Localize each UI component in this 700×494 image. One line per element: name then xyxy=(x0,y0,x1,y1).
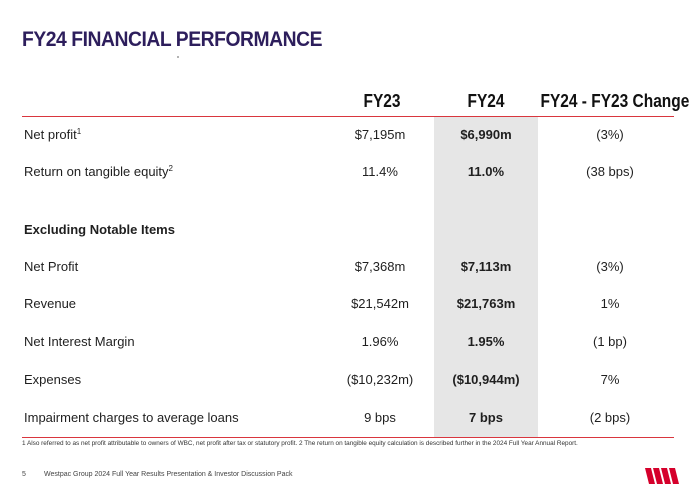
value-fy23: $7,195m xyxy=(354,127,406,142)
value-fy23: 9 bps xyxy=(364,410,396,425)
value-fy24: 1.95% xyxy=(467,334,505,349)
section-title: Excluding Notable Items xyxy=(24,222,175,237)
value-change: (3%) xyxy=(596,127,624,142)
value-change: 1% xyxy=(600,296,620,311)
row-label: Expenses xyxy=(24,372,82,387)
value-fy23: $7,368m xyxy=(354,259,406,274)
table-row-net-profit: Net profit1 $7,195m $6,990m (3%) xyxy=(0,124,700,146)
table-row-revenue: Revenue $21,542m $21,763m 1% xyxy=(0,293,700,315)
value-change: (38 bps) xyxy=(586,164,634,179)
table-row-net-profit-ex-notable: Net Profit $7,368m $7,113m (3%) xyxy=(0,256,700,278)
value-change: (1 bp) xyxy=(593,334,627,349)
table-row-expenses: Expenses ($10,232m) ($10,944m) 7% xyxy=(0,369,700,391)
value-fy24: $21,763m xyxy=(456,296,516,311)
column-header-fy24: FY24 xyxy=(467,91,505,111)
value-fy24: ($10,944m) xyxy=(452,372,520,387)
row-label: Net Interest Margin xyxy=(24,334,135,349)
table-bottom-rule xyxy=(22,437,674,438)
row-label: Net profit1 xyxy=(24,127,82,142)
value-fy23: ($10,232m) xyxy=(346,372,414,387)
column-header-fy23: FY23 xyxy=(363,91,401,111)
row-label: Net Profit xyxy=(24,259,79,274)
page-title: FY24 FINANCIAL PERFORMANCE xyxy=(22,28,323,51)
value-fy23: 11.4% xyxy=(362,164,398,179)
value-fy24: $7,113m xyxy=(460,259,512,274)
value-change: (3%) xyxy=(596,259,624,274)
value-fy24: 11.0% xyxy=(467,164,505,179)
westpac-w-logo-icon xyxy=(645,468,679,484)
value-change: 7% xyxy=(600,372,620,387)
fy24-highlight-column xyxy=(434,117,538,437)
table-row-impairment: Impairment charges to average loans 9 bp… xyxy=(0,407,700,429)
row-label: Revenue xyxy=(24,296,77,311)
value-change: (2 bps) xyxy=(589,410,631,425)
footnote: 1 Also referred to as net profit attribu… xyxy=(22,440,578,447)
footer-text: Westpac Group 2024 Full Year Results Pre… xyxy=(44,471,293,478)
decorative-dot xyxy=(177,56,179,58)
footnote-marker: 1 xyxy=(76,127,82,136)
value-fy23: 1.96% xyxy=(361,334,399,349)
table-row-rote: Return on tangible equity2 11.4% 11.0% (… xyxy=(0,161,700,183)
value-fy24: 7 bps xyxy=(469,410,503,425)
column-header-change: FY24 - FY23 Change xyxy=(540,91,690,111)
row-label: Impairment charges to average loans xyxy=(24,410,239,425)
header-rule xyxy=(22,116,674,117)
value-fy24: $6,990m xyxy=(460,127,512,142)
value-fy23: $21,542m xyxy=(351,296,409,311)
row-label: Return on tangible equity2 xyxy=(24,164,173,179)
table-row-nim: Net Interest Margin 1.96% 1.95% (1 bp) xyxy=(0,331,700,353)
footnote-marker: 2 xyxy=(168,164,173,173)
page-number: 5 xyxy=(22,471,26,478)
